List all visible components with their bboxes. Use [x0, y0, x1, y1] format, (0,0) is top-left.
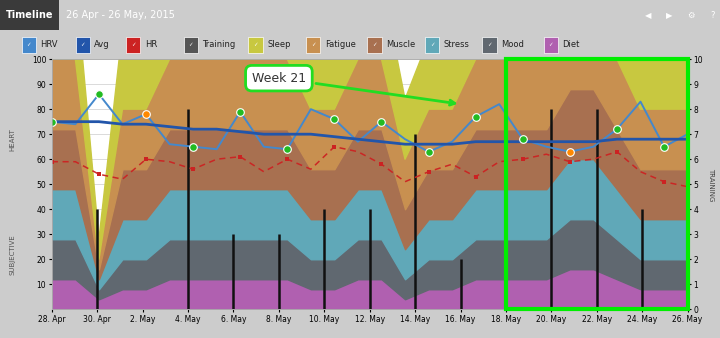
Text: Mood: Mood	[501, 40, 524, 49]
Text: HEART: HEART	[9, 128, 15, 151]
Text: HR: HR	[145, 40, 157, 49]
Text: ✓: ✓	[487, 42, 492, 47]
Text: ✓: ✓	[27, 42, 31, 47]
Text: ✓: ✓	[131, 42, 135, 47]
Bar	[0, 0, 59, 30]
Text: HRV: HRV	[40, 40, 58, 49]
Y-axis label: TRAINING: TRAINING	[708, 168, 714, 201]
Bar	[248, 37, 263, 53]
Text: ✓: ✓	[430, 42, 434, 47]
Text: ✓: ✓	[549, 42, 553, 47]
Text: ?: ?	[711, 11, 715, 20]
Text: Muscle: Muscle	[386, 40, 415, 49]
Text: Avg: Avg	[94, 40, 110, 49]
Bar	[184, 37, 198, 53]
Text: Timeline: Timeline	[6, 10, 53, 20]
Text: ✓: ✓	[253, 42, 258, 47]
Text: SUBJECTIVE: SUBJECTIVE	[9, 234, 15, 274]
Bar	[367, 37, 382, 53]
Text: ✓: ✓	[81, 42, 85, 47]
Text: ✓: ✓	[189, 42, 193, 47]
Text: ✓: ✓	[311, 42, 315, 47]
Text: Training: Training	[202, 40, 235, 49]
Text: Diet: Diet	[562, 40, 580, 49]
Text: Sleep: Sleep	[267, 40, 291, 49]
Text: ✓: ✓	[372, 42, 377, 47]
Text: Stress: Stress	[444, 40, 469, 49]
Text: Fatigue: Fatigue	[325, 40, 356, 49]
Text: ◀: ◀	[644, 11, 652, 20]
Text: ⚙: ⚙	[688, 11, 695, 20]
Text: 26 Apr - 26 May, 2015: 26 Apr - 26 May, 2015	[66, 10, 175, 20]
Bar	[544, 37, 558, 53]
Text: Week 21: Week 21	[252, 72, 455, 105]
Bar	[126, 37, 140, 53]
Bar	[76, 37, 90, 53]
Bar	[425, 37, 439, 53]
Bar	[306, 37, 320, 53]
Bar	[482, 37, 497, 53]
Bar	[22, 37, 36, 53]
Text: ▶: ▶	[666, 11, 673, 20]
